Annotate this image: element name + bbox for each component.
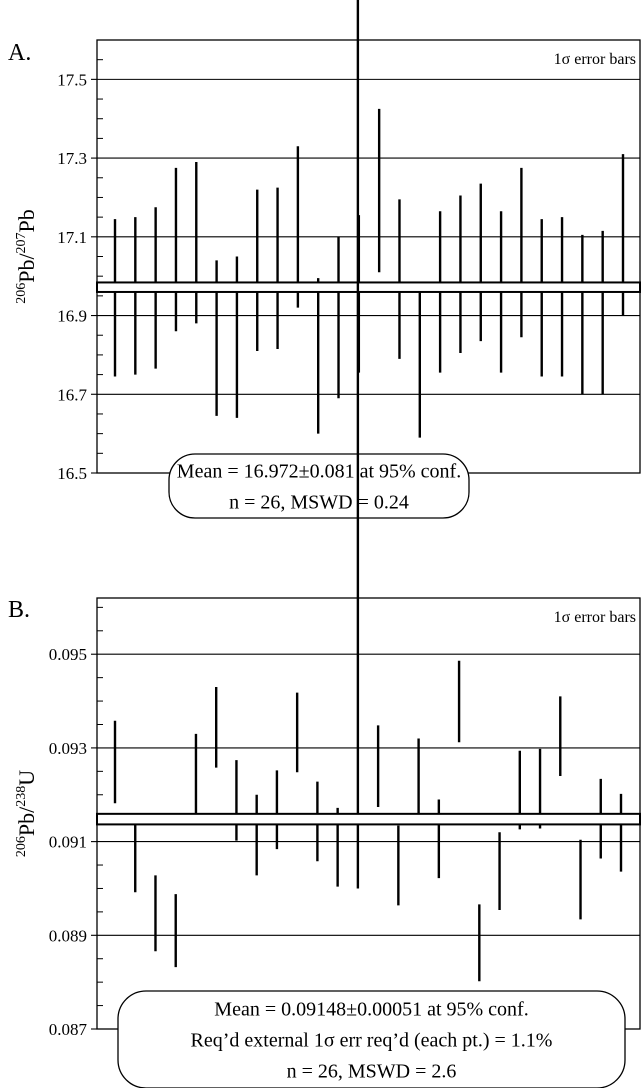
plot-frame [96, 39, 641, 474]
y-tick-label: 17.5 [57, 70, 87, 89]
annotation-line: n = 26, MSWD = 0.24 [229, 492, 409, 514]
panel-b: B.0.0950.0930.0910.0890.087206Pb/238U1σ … [8, 0, 641, 1088]
y-axis-label-superscript: 238 [14, 786, 29, 807]
y-axis-label-text: U [14, 770, 39, 786]
mean-band [96, 281, 641, 293]
y-tick-label: 16.5 [57, 464, 87, 483]
y-tick-label: 0.095 [49, 645, 87, 664]
y-tick-label: 0.093 [49, 739, 87, 758]
y-axis-label-text: Pb/ [14, 253, 39, 283]
y-axis-label-text: Pb [14, 209, 39, 232]
annotation-box [168, 453, 470, 519]
y-axis-label: 206Pb/238U [14, 770, 39, 857]
y-tick-label: 17.1 [57, 228, 87, 247]
y-tick-label: 17.3 [57, 149, 87, 168]
y-tick-label: 0.087 [49, 1020, 88, 1039]
legend-note: 1σ error bars [554, 609, 636, 626]
mean-band [96, 812, 641, 826]
y-axis-label-superscript: 207 [14, 232, 29, 253]
y-axis-label-superscript: 206 [14, 836, 29, 857]
panel-label: A. [8, 40, 31, 66]
legend-note: 1σ error bars [554, 51, 636, 68]
panel-a: A. 17.5 17.3 17.1 16.9 16.7 16.5 206Pb/207Pb 1σ … [8, 39, 641, 519]
y-tick-label: 16.7 [57, 385, 87, 404]
y-tick-label: 16.9 [57, 307, 87, 326]
y-axis-label-superscript: 206 [14, 283, 29, 304]
annotation-line: Mean = 16.972±0.081 at 95% conf. [177, 461, 461, 483]
y-axis-label-text: Pb/ [14, 806, 39, 836]
y-tick-label: 0.089 [49, 926, 87, 945]
annotation-line: n = 26, MSWD = 2.6 [287, 1061, 457, 1083]
annotation-line: Mean = 0.09148±0.00051 at 95% conf. [214, 999, 528, 1021]
y-tick-label: 0.091 [49, 833, 87, 852]
y-axis-label: 206Pb/207Pb [14, 209, 39, 304]
annotation-box [117, 990, 626, 1088]
annotation-line: Req’d external 1σ err req’d (each pt.) =… [191, 1030, 553, 1052]
panel-label: B. [8, 597, 30, 623]
